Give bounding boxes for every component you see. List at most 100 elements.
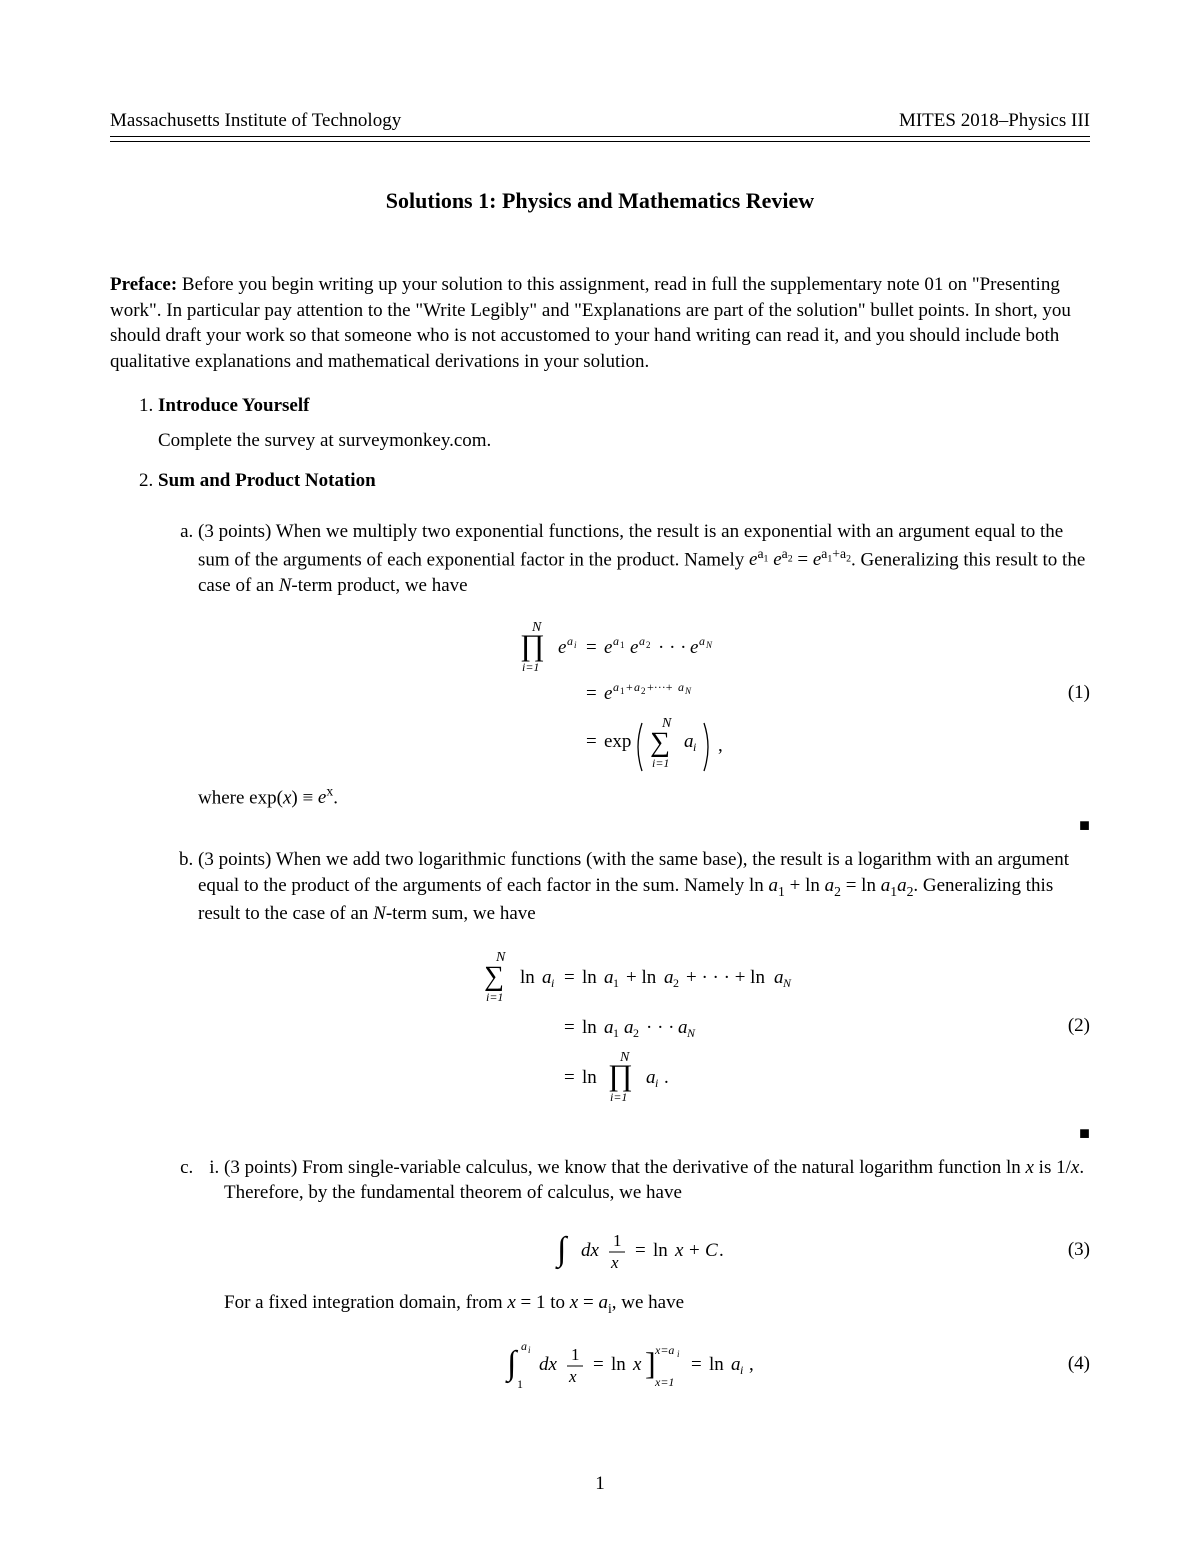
part-a-points: (3 points) (198, 521, 271, 542)
svg-text:1: 1 (571, 1345, 580, 1364)
svg-text:i: i (693, 740, 696, 754)
svg-text:+···+: +···+ (647, 680, 673, 694)
document-title: Solutions 1: Physics and Mathematics Rev… (110, 188, 1090, 214)
svg-text:a: a (613, 634, 619, 648)
svg-text:i: i (574, 640, 577, 650)
svg-text:x: x (610, 1253, 619, 1272)
page-number: 1 (0, 1473, 1200, 1495)
problem-2: Sum and Product Notation (3 points) When… (158, 468, 1090, 1397)
svg-text:ln: ln (611, 1354, 626, 1375)
svg-text:1: 1 (620, 640, 625, 650)
svg-text:,: , (749, 1354, 754, 1375)
svg-text:1: 1 (613, 1231, 622, 1250)
svg-text:a: a (521, 1339, 527, 1353)
svg-text:=: = (691, 1354, 702, 1375)
part-a-inline-eq: ea1 ea2 = ea1+a2 (749, 549, 851, 570)
part-a: (3 points) When we multiply two exponent… (198, 519, 1090, 837)
problem-1: Introduce Yourself Complete the survey a… (158, 393, 1090, 454)
svg-text:x: x (674, 1240, 684, 1261)
problem-2-parts: (3 points) When we multiply two exponent… (158, 519, 1090, 1396)
running-header: Massachusetts Institute of Technology MI… (110, 110, 1090, 137)
svg-text:ln: ln (582, 967, 597, 988)
svg-text:+: + (626, 680, 633, 694)
svg-text:,: , (718, 735, 723, 756)
svg-text:2: 2 (633, 1026, 639, 1040)
preface: Preface: Before you begin writing up you… (110, 272, 1090, 375)
part-b: (3 points) When we add two logarithmic f… (198, 847, 1090, 1145)
svg-text:i: i (677, 1349, 680, 1359)
page: Massachusetts Institute of Technology MI… (0, 0, 1200, 1553)
svg-text:2: 2 (641, 686, 646, 696)
svg-text:∑: ∑ (650, 727, 670, 758)
equation-4-svg: ∫ ai 1 dx 1 x = ln (477, 1332, 837, 1396)
svg-text:dx: dx (539, 1354, 558, 1375)
svg-text:e: e (604, 683, 612, 704)
svg-text:=: = (586, 731, 597, 752)
svg-text:1: 1 (613, 1026, 619, 1040)
svg-text:N: N (705, 640, 713, 650)
problem-1-body: Complete the survey at surveymonkey.com. (158, 428, 1090, 454)
part-c-subparts: (3 points) From single-variable calculus… (198, 1155, 1090, 1397)
svg-text:i=1: i=1 (522, 660, 539, 674)
svg-text:e: e (558, 637, 566, 658)
equation-1: N ∏ i=1 e a i = ea1 ea2 · · · (198, 613, 1090, 773)
svg-text:2: 2 (673, 976, 679, 990)
svg-text:=: = (564, 967, 575, 988)
svg-text:ln: ln (582, 1067, 597, 1088)
svg-text:=: = (564, 1067, 575, 1088)
svg-text:.: . (664, 1067, 669, 1088)
svg-text:∫: ∫ (555, 1231, 569, 1270)
problem-1-title: Introduce Yourself (158, 395, 309, 416)
header-left: Massachusetts Institute of Technology (110, 110, 401, 132)
preface-text: Before you begin writing up your solutio… (110, 274, 1071, 372)
svg-text:.: . (719, 1240, 724, 1261)
problem-list: Introduce Yourself Complete the survey a… (110, 393, 1090, 1397)
svg-text:+ ln: + ln (626, 967, 657, 988)
svg-text:e: e (604, 637, 612, 658)
part-b-points: (3 points) (198, 849, 271, 870)
svg-text:· · ·: · · · (646, 1017, 674, 1038)
svg-text:e: e (630, 637, 638, 658)
svg-text:C: C (705, 1240, 718, 1261)
svg-text:N: N (684, 686, 692, 696)
svg-text:dx: dx (581, 1240, 600, 1261)
svg-text:i: i (551, 976, 554, 990)
svg-text:=: = (586, 637, 597, 658)
svg-text:∏: ∏ (520, 629, 545, 662)
svg-text:+: + (689, 1240, 700, 1261)
svg-text:i=1: i=1 (652, 756, 669, 770)
svg-text:· · ·: · · · (658, 637, 686, 658)
svg-text:∏: ∏ (608, 1059, 633, 1092)
svg-text:a: a (639, 634, 645, 648)
svg-text:exp: exp (604, 731, 631, 752)
equation-2: N ∑ i=1 ln ai = lna1 + lna2 + · · · + ln… (198, 941, 1090, 1111)
svg-text:2: 2 (646, 640, 651, 650)
svg-text:ln: ln (582, 1017, 597, 1038)
problem-2-title: Sum and Product Notation (158, 470, 376, 491)
equation-3-svg: ∫ dx 1 x = ln x + (527, 1220, 787, 1280)
svg-text:a: a (613, 680, 619, 694)
preface-label: Preface: (110, 274, 177, 295)
svg-text:∑: ∑ (484, 961, 504, 992)
svg-text:a: a (678, 680, 684, 694)
header-right: MITES 2018–Physics III (899, 110, 1090, 132)
equation-1-svg: N ∏ i=1 e a i = ea1 ea2 · · · (464, 613, 824, 773)
svg-text:ln: ln (653, 1240, 668, 1261)
svg-text:N: N (686, 1026, 696, 1040)
part-a-tail: where exp(x) ≡ ex. (198, 783, 1090, 811)
svg-text:a: a (634, 680, 640, 694)
svg-text:1: 1 (620, 686, 625, 696)
svg-text:x: x (632, 1354, 642, 1375)
svg-text:=: = (564, 1017, 575, 1038)
equation-2-svg: N ∑ i=1 ln ai = lna1 + lna2 + · · · + ln… (434, 941, 854, 1111)
svg-text:1: 1 (613, 976, 619, 990)
svg-text:=: = (593, 1354, 604, 1375)
part-c-i-text: From single-variable calculus, we know t… (224, 1157, 1084, 1204)
svg-text:i: i (655, 1076, 658, 1090)
svg-text:=: = (586, 683, 597, 704)
svg-text:x=a: x=a (654, 1343, 674, 1357)
equation-2-number: (2) (1068, 1013, 1090, 1039)
svg-text:1: 1 (517, 1377, 523, 1391)
qed-b: ■ (198, 1121, 1090, 1145)
svg-text:a: a (567, 634, 573, 648)
